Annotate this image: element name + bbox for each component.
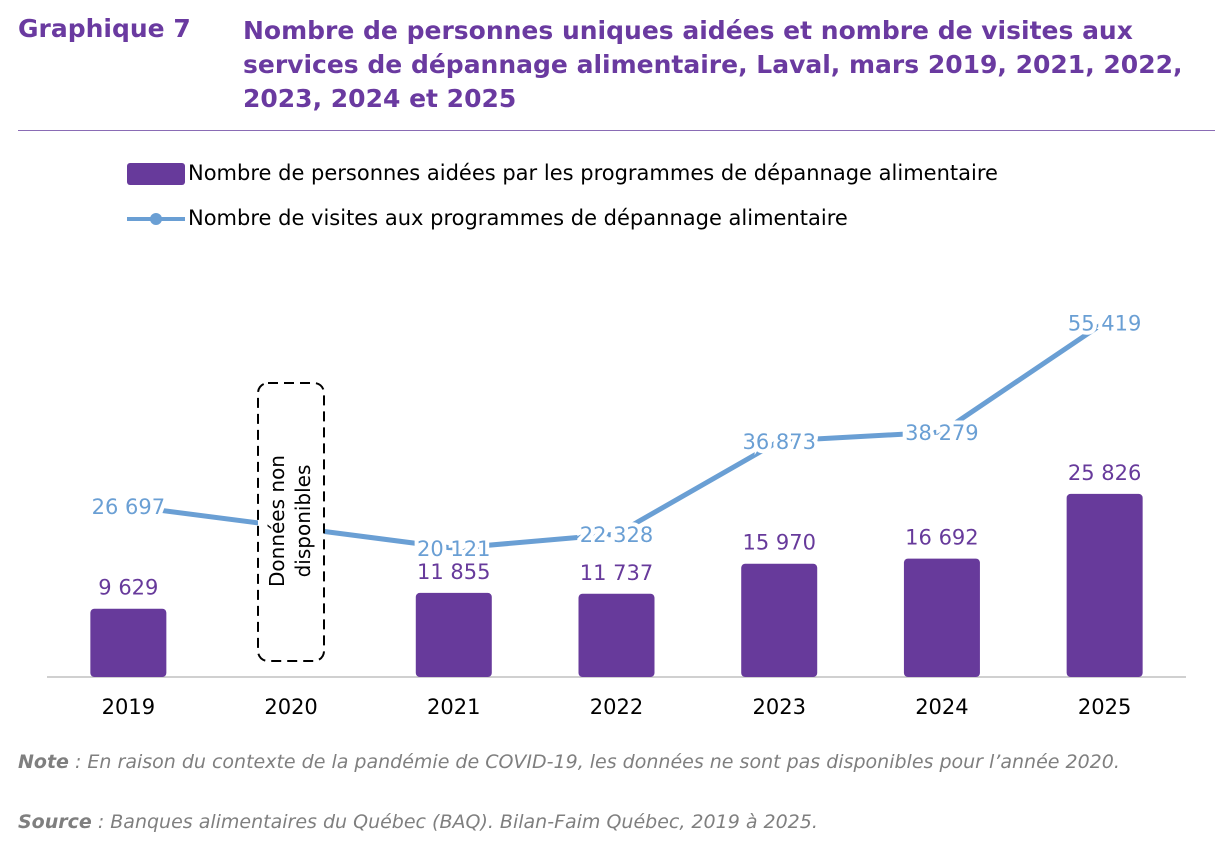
x-tick-label: 2024 xyxy=(915,695,968,719)
line-value-label: 22 328 xyxy=(580,523,653,547)
x-tick-label: 2023 xyxy=(752,695,805,719)
bar xyxy=(90,608,167,677)
x-tick-label: 2020 xyxy=(264,695,317,719)
x-tick-label: 2021 xyxy=(427,695,480,719)
note-label: Note xyxy=(18,751,69,773)
bar xyxy=(415,592,492,677)
annotation-box xyxy=(257,382,325,662)
line-value-label: 20 121 xyxy=(417,537,490,561)
line-value-label: 36 873 xyxy=(742,430,815,454)
bar-value-label: 11 855 xyxy=(417,560,490,584)
bar xyxy=(578,593,655,677)
legend-swatch xyxy=(127,163,185,185)
source-text: : Banques alimentaires du Québec (BAQ). … xyxy=(91,811,818,833)
line-value-label: 26 697 xyxy=(92,495,165,519)
figure-label: Graphique 7 xyxy=(18,14,191,43)
bar-value-label: 25 826 xyxy=(1068,461,1141,485)
legend-label: Nombre de visites aux programmes de dépa… xyxy=(188,206,848,230)
x-tick-label: 2022 xyxy=(590,695,643,719)
legend-label: Nombre de personnes aidées par les progr… xyxy=(188,161,998,185)
bar xyxy=(903,558,980,677)
chart-title: Nombre de personnes uniques aidées et no… xyxy=(243,16,1183,113)
x-tick-label: 2025 xyxy=(1078,695,1131,719)
legend-marker xyxy=(150,213,162,225)
bar-value-label: 15 970 xyxy=(742,531,815,555)
bar xyxy=(741,563,818,677)
line xyxy=(451,319,1108,551)
note-text: : En raison du contexte de la pandémie d… xyxy=(68,751,1120,773)
source: Source : Banques alimentaires du Québec … xyxy=(18,810,1218,835)
bar xyxy=(1066,493,1143,677)
line-value-label: 38 279 xyxy=(905,421,978,445)
bar-value-label: 9 629 xyxy=(98,576,158,600)
header-rule xyxy=(18,130,1215,131)
bar-value-label: 16 692 xyxy=(905,526,978,550)
x-tick-label: 2019 xyxy=(102,695,155,719)
note: Note : En raison du contexte de la pandé… xyxy=(18,750,1218,775)
bar-value-label: 11 737 xyxy=(580,561,653,585)
annotation: Données non disponibles xyxy=(265,455,315,587)
line-value-label: 55 419 xyxy=(1068,311,1141,335)
source-label: Source xyxy=(18,811,92,833)
